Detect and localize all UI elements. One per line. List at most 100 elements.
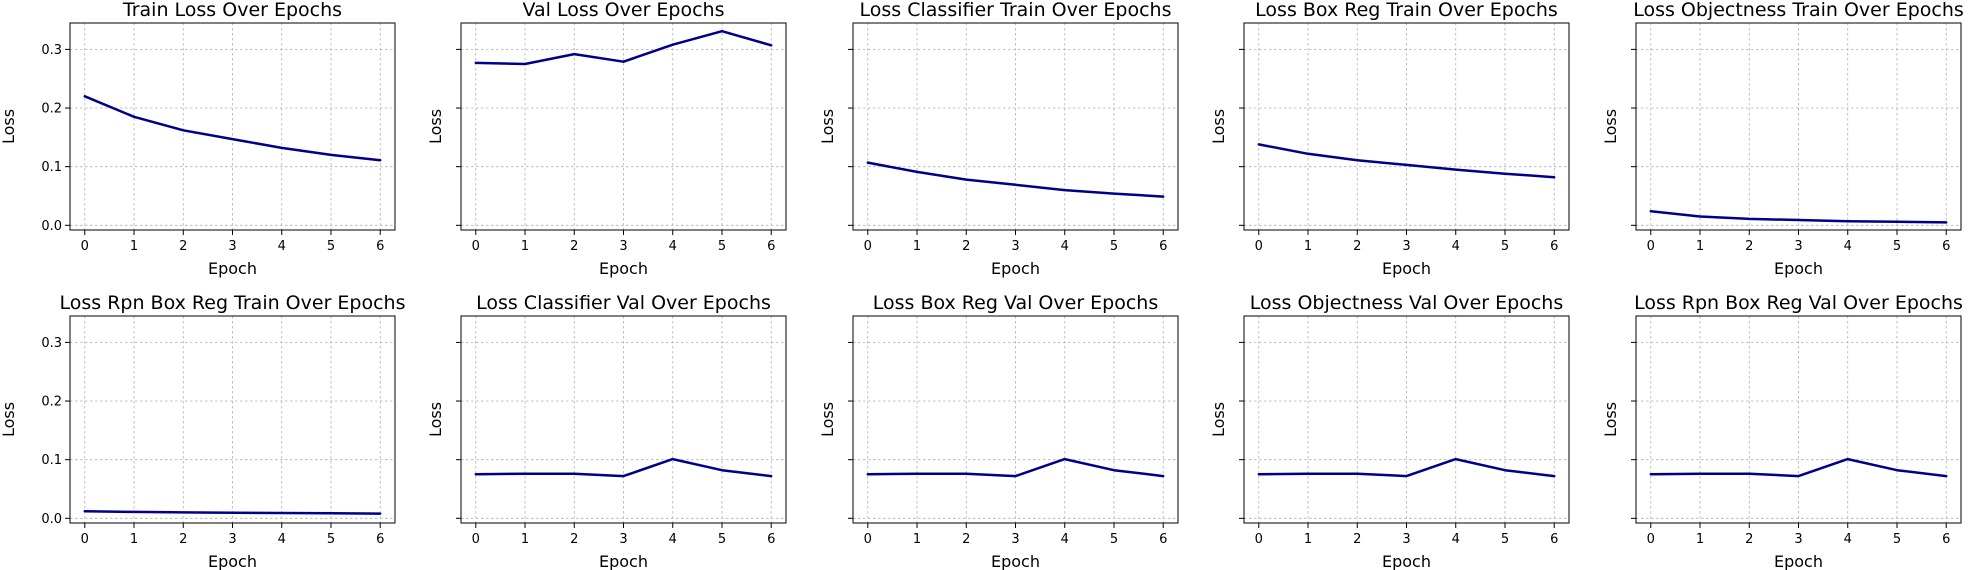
x-axis-label: Epoch — [991, 259, 1040, 278]
y-tick-label: 0.2 — [41, 102, 62, 117]
x-tick-label: 6 — [376, 239, 384, 254]
x-tick-label: 6 — [767, 239, 775, 254]
x-tick-label: 2 — [570, 239, 578, 254]
y-axis-label: Loss — [0, 402, 18, 437]
loss-line — [866, 161, 1165, 198]
x-tick-label: 5 — [1501, 239, 1509, 254]
plot-area-frame — [69, 315, 396, 524]
x-tick-label: 6 — [1550, 532, 1558, 547]
x-tick-label: 2 — [1745, 239, 1753, 254]
x-tick-label: 6 — [1942, 532, 1950, 547]
x-tick-label: 5 — [1893, 532, 1901, 547]
plot-area-frame — [852, 315, 1179, 524]
x-tick-label: 2 — [1353, 532, 1361, 547]
chart-panel-1: 0 1 2 3 4 5 6 0.0 0.1 0.2 0.3 Train Loss Over Epoch… — [0, 0, 396, 278]
plot-area-frame — [852, 22, 1179, 231]
x-tick-label: 5 — [1110, 239, 1118, 254]
x-tick-label: 3 — [1011, 532, 1019, 547]
y-tick-label: 0.1 — [41, 453, 62, 468]
x-tick-label: 4 — [1452, 239, 1460, 254]
loss-line — [1649, 209, 1948, 224]
x-tick-label: 0 — [1255, 532, 1263, 547]
y-tick-label: 0.0 — [41, 219, 62, 234]
x-tick-label: 1 — [1696, 532, 1704, 547]
x-tick-label: 2 — [179, 239, 187, 254]
x-tick-label: 3 — [619, 239, 627, 254]
x-axis-label: Epoch — [1382, 552, 1431, 570]
x-tick-label: 4 — [278, 239, 286, 254]
loss-line — [1257, 457, 1556, 478]
x-tick-label: 5 — [1501, 532, 1509, 547]
x-tick-label: 0 — [1647, 532, 1655, 547]
loss-line — [1649, 457, 1948, 478]
y-tick-label: 0.3 — [41, 43, 62, 58]
x-tick-label: 4 — [1844, 532, 1852, 547]
x-tick-label: 2 — [1745, 532, 1753, 547]
chart-title: Loss Classifier Val Over Epochs — [476, 292, 771, 314]
plot-area-frame — [1635, 22, 1962, 231]
x-tick-label: 5 — [327, 532, 335, 547]
x-axis-label: Epoch — [1382, 259, 1431, 278]
x-axis-label: Epoch — [1774, 259, 1823, 278]
x-tick-label: 5 — [1893, 239, 1901, 254]
chart-title: Loss Rpn Box Reg Train Over Epochs — [60, 292, 406, 314]
x-tick-label: 2 — [962, 532, 970, 547]
x-axis-label: Epoch — [599, 259, 648, 278]
x-tick-label: 3 — [228, 532, 236, 547]
x-tick-label: 1 — [130, 239, 138, 254]
x-tick-label: 3 — [1011, 239, 1019, 254]
x-tick-label: 4 — [1452, 532, 1460, 547]
loss-line — [866, 457, 1165, 478]
x-tick-label: 5 — [718, 239, 726, 254]
y-axis-label: Loss — [1209, 402, 1228, 437]
loss-line — [83, 95, 382, 162]
x-tick-label: 1 — [1304, 239, 1312, 254]
x-tick-label: 4 — [669, 532, 677, 547]
y-tick-label: 0.0 — [41, 512, 62, 527]
chart-panel-9: 0 1 2 3 4 5 6 Loss Objectness Val Over Epochs Ep… — [1209, 292, 1570, 570]
plot-area-frame — [1243, 22, 1570, 231]
x-tick-label: 2 — [179, 532, 187, 547]
x-tick-label: 4 — [1061, 532, 1069, 547]
chart-title: Train Loss Over Epochs — [122, 0, 342, 21]
x-tick-label: 1 — [913, 239, 921, 254]
chart-panel-7: 0 1 2 3 4 5 6 Loss Classifier Val Over Epochs Ep… — [426, 292, 787, 570]
chart-panel-4: 0 1 2 3 4 5 6 Loss Box Reg Train Over Epochs Epo… — [1209, 0, 1570, 278]
x-tick-label: 5 — [327, 239, 335, 254]
x-tick-label: 4 — [1844, 239, 1852, 254]
y-axis-label: Loss — [426, 109, 445, 144]
x-tick-label: 1 — [913, 532, 921, 547]
x-tick-label: 1 — [1696, 239, 1704, 254]
chart-panel-5: 0 1 2 3 4 5 6 Loss Objectness Train Over Epochs… — [1601, 0, 1964, 278]
y-axis-label: Loss — [0, 109, 18, 144]
x-tick-label: 3 — [1402, 239, 1410, 254]
x-tick-label: 6 — [1942, 239, 1950, 254]
y-tick-label: 0.1 — [41, 160, 62, 175]
x-axis-label: Epoch — [208, 552, 257, 570]
chart-title: Loss Rpn Box Reg Val Over Epochs — [1634, 292, 1963, 314]
x-tick-label: 3 — [1794, 532, 1802, 547]
x-tick-label: 4 — [1061, 239, 1069, 254]
x-tick-label: 5 — [718, 532, 726, 547]
loss-line — [1257, 143, 1556, 179]
x-tick-label: 4 — [278, 532, 286, 547]
x-tick-label: 1 — [1304, 532, 1312, 547]
x-tick-label: 6 — [376, 532, 384, 547]
x-tick-label: 2 — [1353, 239, 1361, 254]
x-axis-label: Epoch — [991, 552, 1040, 570]
x-tick-label: 1 — [521, 239, 529, 254]
plot-area-frame — [1243, 315, 1570, 524]
x-tick-label: 6 — [767, 532, 775, 547]
x-tick-label: 2 — [962, 239, 970, 254]
chart-panel-6: 0 1 2 3 4 5 6 0.0 0.1 0.2 0.3 Loss Rpn Box Reg Trai… — [0, 292, 406, 570]
loss-line — [83, 510, 382, 515]
loss-line — [474, 29, 773, 66]
chart-panel-10: 0 1 2 3 4 5 6 Loss Rpn Box Reg Val Over Epochs E… — [1601, 292, 1963, 570]
x-tick-label: 3 — [228, 239, 236, 254]
chart-panel-3: 0 1 2 3 4 5 6 Loss Classifier Train Over Epochs… — [818, 0, 1179, 278]
plot-area-frame — [460, 315, 787, 524]
plot-area-frame — [1635, 315, 1962, 524]
x-tick-label: 3 — [1402, 532, 1410, 547]
x-tick-label: 5 — [1110, 532, 1118, 547]
